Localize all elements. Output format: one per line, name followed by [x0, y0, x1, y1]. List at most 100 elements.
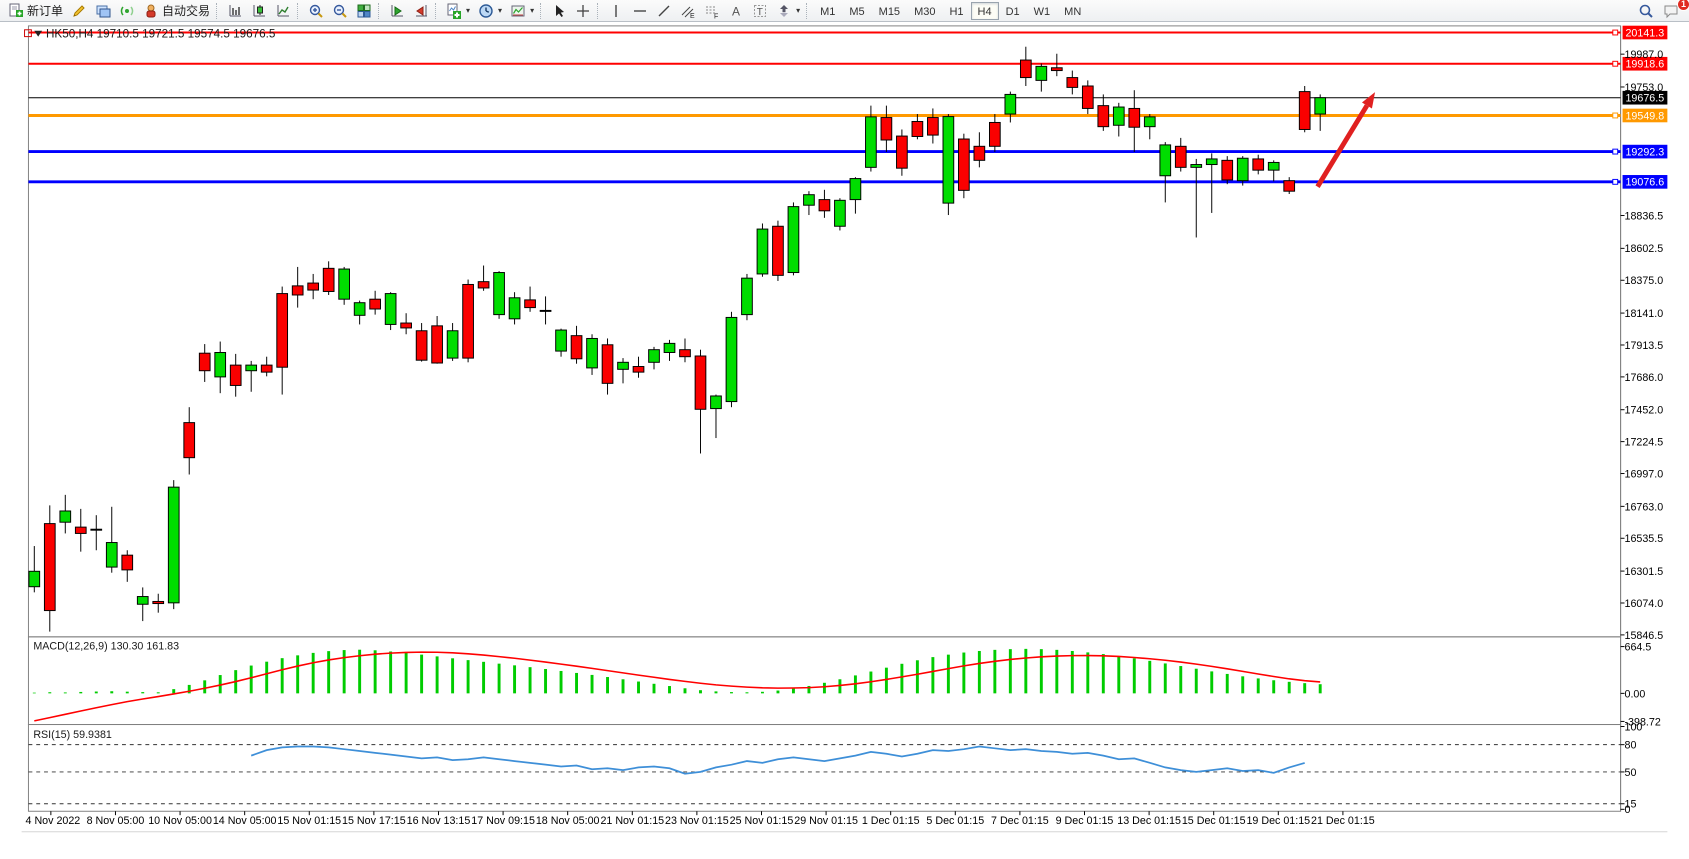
- candle: [663, 342, 676, 353]
- fibonacci-button[interactable]: F: [700, 1, 724, 21]
- candle: [958, 138, 970, 191]
- candle: [1019, 59, 1032, 79]
- price-badge-label: 20141.3: [1625, 27, 1664, 39]
- svg-text:E: E: [690, 13, 695, 19]
- text-label-button[interactable]: T: [748, 1, 772, 21]
- timeframe-m1-button[interactable]: M1: [820, 5, 836, 18]
- crosshair-button[interactable]: [571, 1, 595, 21]
- toolbar-left-group: 新订单 自动交易 ▾ ▾ ▾ E F A T ▾: [4, 1, 813, 21]
- price-tick-label: 16763.0: [1624, 501, 1663, 513]
- candle: [1252, 158, 1265, 171]
- candle: [1314, 97, 1327, 115]
- timeframe-mn-button[interactable]: MN: [1064, 5, 1082, 18]
- rsi-scale-label: 80: [1624, 740, 1636, 752]
- rsi-pane-border[interactable]: [27, 724, 1622, 812]
- search-button[interactable]: [1633, 1, 1659, 21]
- macd-label: MACD(12,26,9) 130.30 161.83: [33, 641, 179, 653]
- candle: [679, 349, 691, 358]
- time-axis-label: 5 Dec 01:15: [926, 815, 984, 827]
- vertical-line-button[interactable]: [604, 1, 628, 21]
- zoom-in-button[interactable]: [304, 1, 328, 21]
- time-axis-label: 10 Nov 05:00: [148, 815, 212, 827]
- equidistant-channel-button[interactable]: E: [676, 1, 700, 21]
- horizontal-line-button[interactable]: [628, 1, 652, 21]
- svg-text:F: F: [714, 13, 718, 19]
- candle: [942, 116, 955, 204]
- new-order-button[interactable]: 新订单: [4, 1, 67, 21]
- timeframe-h4-button[interactable]: H4: [970, 1, 999, 20]
- templates-button[interactable]: ▾: [506, 1, 538, 21]
- arrow-annotation[interactable]: [1315, 92, 1376, 188]
- candle: [772, 225, 784, 276]
- candle: [725, 316, 738, 403]
- candle: [322, 267, 335, 292]
- pane-frames: [27, 25, 1622, 812]
- trendline-button[interactable]: [652, 1, 676, 21]
- chart-window[interactable]: 20141.3 19918.6 19676.5 19549.8 19292.3 19076…: [0, 22, 1689, 859]
- tile-windows-button[interactable]: [352, 1, 376, 21]
- cursor-button[interactable]: [547, 1, 571, 21]
- candle: [648, 349, 660, 363]
- time-axis-label: 9 Dec 01:15: [1056, 815, 1114, 827]
- candle: [756, 228, 769, 275]
- timeframe-m30-button[interactable]: M30: [914, 5, 936, 18]
- candle: [245, 364, 258, 372]
- time-axis-label: 15 Nov 17:15: [342, 815, 406, 827]
- text-button[interactable]: A: [724, 1, 748, 21]
- toolbar-separator: [435, 2, 440, 19]
- time-axis-label: 29 Nov 01:15: [794, 815, 858, 827]
- time-axis-label: 14 Nov 05:00: [213, 815, 277, 827]
- candle: [601, 344, 614, 384]
- candle: [477, 281, 490, 289]
- signals-button[interactable]: [115, 1, 139, 21]
- line-chart-icon: [275, 3, 291, 19]
- trendline-icon: [656, 3, 672, 19]
- candle: [1267, 161, 1280, 171]
- price-tick-label: 18836.5: [1624, 210, 1663, 222]
- arrows-button[interactable]: ▾: [772, 1, 804, 21]
- candle: [1143, 116, 1156, 128]
- autotrading-button[interactable]: 自动交易: [139, 1, 214, 21]
- chart-shift-button[interactable]: [409, 1, 433, 21]
- notifications-button[interactable]: 1: [1659, 0, 1689, 21]
- profiles-button[interactable]: ▾: [474, 1, 506, 21]
- dropdown-caret-icon: ▾: [530, 6, 535, 15]
- price-tick-label: 18375.0: [1624, 275, 1663, 287]
- notification-count-badge: 1: [1677, 0, 1689, 11]
- axis-labels: 20141.3 19918.6 19676.5 19549.8 19292.3 19076…: [21, 25, 1668, 833]
- zoom-out-button[interactable]: [328, 1, 352, 21]
- bar-chart-button[interactable]: [223, 1, 247, 21]
- rsi-scale-label: 50: [1624, 767, 1636, 779]
- price-tick-label: 19753.0: [1624, 82, 1663, 94]
- auto-scroll-button[interactable]: [385, 1, 409, 21]
- line-chart-button[interactable]: [271, 1, 295, 21]
- candle: [291, 285, 304, 296]
- search-icon: [1637, 2, 1655, 20]
- candle: [989, 121, 1001, 147]
- new-chart-button[interactable]: ▾: [442, 1, 474, 21]
- price-badge: [1622, 56, 1668, 71]
- candle: [384, 293, 397, 325]
- autotrading-icon: [143, 3, 159, 19]
- timeframe-d1-button[interactable]: D1: [1005, 5, 1020, 18]
- candle: [276, 293, 289, 368]
- candle: [865, 116, 877, 168]
- metaeditor-button[interactable]: [67, 1, 91, 21]
- market-watch-button[interactable]: [91, 1, 115, 21]
- price-tick-label: 15846.5: [1624, 630, 1663, 642]
- price-badge-label: 19918.6: [1625, 59, 1664, 71]
- timeframe-w1-button[interactable]: W1: [1033, 5, 1051, 18]
- svg-text:A: A: [732, 4, 740, 18]
- price-badge-label: 19676.5: [1625, 93, 1664, 105]
- candle: [307, 282, 320, 291]
- candlestick-chart-button[interactable]: [247, 1, 271, 21]
- timeframe-h1-button[interactable]: H1: [949, 5, 964, 18]
- candle: [555, 329, 567, 352]
- price-tick-label: 19987.0: [1624, 49, 1663, 61]
- candle: [911, 120, 924, 137]
- timeframe-m15-button[interactable]: M15: [878, 5, 901, 18]
- candle: [787, 206, 800, 274]
- price-chart[interactable]: 20141.3 19918.6 19676.5 19549.8 19292.3 19076…: [0, 22, 1689, 859]
- timeframe-m5-button[interactable]: M5: [849, 5, 865, 18]
- price-badge: [1622, 175, 1668, 189]
